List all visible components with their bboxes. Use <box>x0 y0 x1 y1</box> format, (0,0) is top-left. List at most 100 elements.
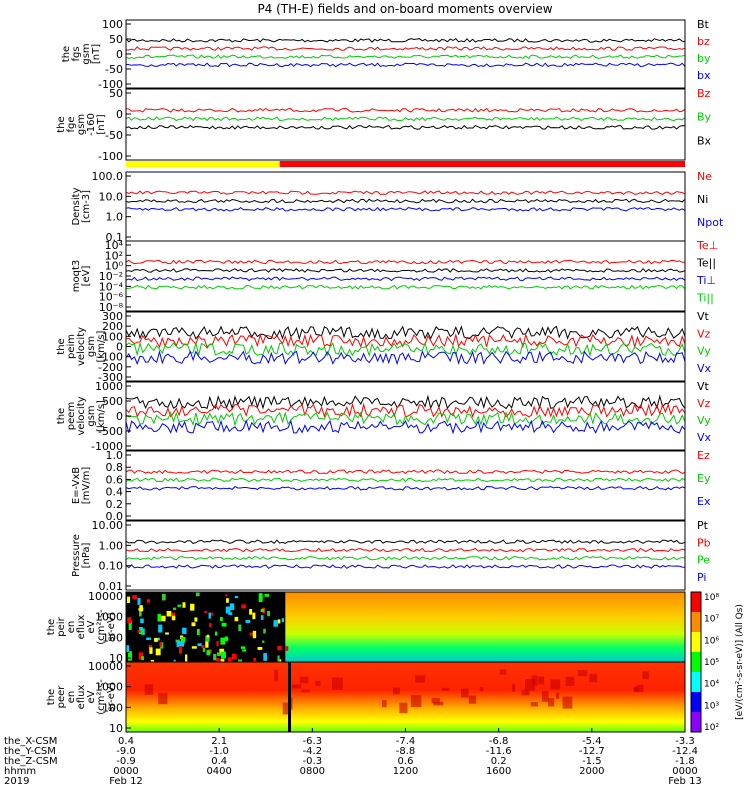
y-tick-label: 10000 <box>88 590 123 603</box>
series-line-Pe <box>125 555 686 561</box>
spectrogram-cell <box>240 646 246 649</box>
spectrogram-cell <box>171 615 176 621</box>
y-tick-label: 10.00 <box>92 519 124 532</box>
y-tick-label: 0 <box>116 410 123 423</box>
y-axis-label-line: en <box>66 691 77 704</box>
x-tick-z: -1.5 <box>582 756 602 767</box>
spectrogram-cell <box>589 673 598 683</box>
y-tick-label: 10⁴ <box>105 239 124 252</box>
spectrogram-cell <box>166 610 172 617</box>
y-tick-label: -1000 <box>91 440 123 453</box>
series-line-Bz <box>125 107 686 113</box>
y-axis-label: thefgegsm-160[nT] <box>56 113 107 136</box>
panel-8: 10.00 1.00 0.10 0.01 Pressure[nPa] Pt Pb Pe Pi <box>71 519 711 593</box>
y-axis-label: thepeerenefluxeV(cm²-s-sr-eV) <box>46 679 117 715</box>
y-axis-label-line: peer <box>56 685 67 709</box>
x-tick-hhmm: 0400 <box>206 766 231 777</box>
series-line-Pt <box>125 539 686 544</box>
spectrogram-cell <box>257 646 263 650</box>
y-tick-label: -300 <box>98 371 123 384</box>
spectrogram-cell <box>555 692 560 699</box>
x-tick-y: -4.2 <box>303 746 323 757</box>
y-tick-label: 0.4 <box>106 486 124 499</box>
colorbar-tick: 10⁴ <box>704 680 719 690</box>
spectrogram-cell <box>180 636 186 643</box>
spectrogram-cell <box>201 644 205 649</box>
legend-Vt: Vt <box>697 310 710 323</box>
x-tick-hhmm: 1200 <box>393 766 418 777</box>
x-tick-y: -1.0 <box>209 746 229 757</box>
series-line-Ne <box>125 190 686 195</box>
y-tick-label: 0.8 <box>106 461 124 474</box>
spectrogram-cell <box>140 618 144 624</box>
spectrogram-cell <box>249 608 253 615</box>
y-tick-label: 10² <box>105 249 123 262</box>
spectrogram-cell <box>273 620 278 627</box>
spectrogram-cell <box>160 615 166 622</box>
spectrogram-cell <box>149 647 153 654</box>
y-axis-label-line: sr-eV) <box>106 682 117 711</box>
y-tick-label: 100.0 <box>92 170 124 183</box>
spectrogram-cell <box>155 648 161 656</box>
panel-frame <box>125 19 686 89</box>
legend-Npot: Npot <box>697 216 724 229</box>
spectrogram-cell <box>291 684 302 689</box>
spectrogram-cell <box>158 624 163 633</box>
x-row-label: hhmm <box>4 766 36 777</box>
colorbar-segment <box>691 612 701 633</box>
legend-Pe: Pe <box>697 554 710 567</box>
spectrogram-cell <box>194 617 198 622</box>
colorbar-label: [eV/(cm²-s-sr-eV)] (All Qs) <box>735 604 745 720</box>
y-tick-label: -100 <box>98 150 123 163</box>
spectrogram-cell <box>234 616 239 622</box>
spectrogram-cell <box>216 658 220 663</box>
spectrogram-cell <box>281 618 285 623</box>
spectrogram-cell <box>541 690 549 702</box>
series-line-Vt <box>125 394 686 411</box>
series-line-Ti|| <box>125 284 686 290</box>
y-tick-label: 0.1 <box>106 231 124 244</box>
x-tick-x: 0.4 <box>118 736 134 747</box>
y-axis-label: Pressure[nPa] <box>71 534 92 577</box>
legend-bx: bx <box>697 69 711 82</box>
y-tick-label: 0.2 <box>106 498 124 511</box>
x-tick-z: -0.9 <box>116 756 136 767</box>
spectrogram-cell <box>182 627 187 635</box>
spectrogram-cell <box>499 669 507 675</box>
plot-title: P4 (TH-E) fields and on-board moments ov… <box>257 2 552 16</box>
y-axis-label-line: [km/s] <box>96 400 107 432</box>
spectrogram-cell <box>132 595 137 600</box>
panel-6: 1000 500 0 -500 -1000 thepeemvelocitygsm[km/s… <box>56 380 712 453</box>
y-tick-label: 0.10 <box>99 560 124 573</box>
legend-By: By <box>697 111 712 124</box>
legend-Ti||: Ti|| <box>696 292 714 305</box>
panel-1: 100 50 0 -50 -100 thefgsgsm[nT] Bt bz by bx <box>61 18 711 91</box>
spectrogram-cell <box>262 640 265 643</box>
spectrogram-cell <box>146 599 151 603</box>
spectrogram-cell <box>577 669 588 677</box>
y-tick-label: 500 <box>102 395 123 408</box>
spectrogram-cell <box>202 647 206 652</box>
spectrogram-cell <box>213 653 217 661</box>
spectrogram-cell <box>176 641 181 648</box>
colorbar-tick: 10³ <box>704 701 719 711</box>
spectrogram-cell <box>126 645 130 652</box>
y-axis-label-line: gsm <box>81 43 92 64</box>
spectrogram-cell <box>431 697 440 704</box>
spectrogram-cell <box>178 646 183 654</box>
x-tick-z: 0.6 <box>398 756 414 767</box>
series-line-Te⊥ <box>125 259 686 265</box>
y-axis-label: moqt3[eV] <box>71 260 92 293</box>
spectrogram-cell <box>177 604 182 607</box>
spectrogram-cell <box>512 684 516 692</box>
y-tick-label: 1.0 <box>106 211 124 224</box>
x-tick-x: 2.1 <box>211 736 227 747</box>
spectrogram-fill <box>126 662 685 732</box>
x-tick-x: -5.4 <box>582 736 602 747</box>
series-line-Ez <box>125 469 686 475</box>
x-tick-z: 0.4 <box>211 756 227 767</box>
spectrogram-cell <box>220 616 223 622</box>
spectrogram-cell <box>228 657 232 662</box>
spectrogram-cell <box>245 619 251 623</box>
y-tick-label: 1000 <box>95 611 123 624</box>
